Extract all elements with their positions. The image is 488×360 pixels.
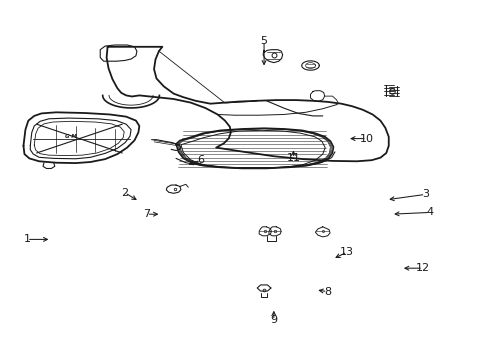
Text: 1: 1 bbox=[23, 234, 30, 244]
Text: 3: 3 bbox=[421, 189, 428, 199]
Text: 8: 8 bbox=[324, 287, 330, 297]
Text: 2: 2 bbox=[121, 188, 128, 198]
Text: 4: 4 bbox=[426, 207, 433, 217]
Text: G M: G M bbox=[65, 134, 77, 139]
Text: 13: 13 bbox=[340, 247, 353, 257]
Text: 9: 9 bbox=[270, 315, 277, 325]
Text: 6: 6 bbox=[197, 155, 203, 165]
Text: 5: 5 bbox=[260, 36, 267, 46]
Text: 7: 7 bbox=[143, 209, 150, 219]
Text: 12: 12 bbox=[415, 263, 429, 273]
Text: 10: 10 bbox=[359, 134, 373, 144]
Text: 11: 11 bbox=[286, 153, 300, 163]
